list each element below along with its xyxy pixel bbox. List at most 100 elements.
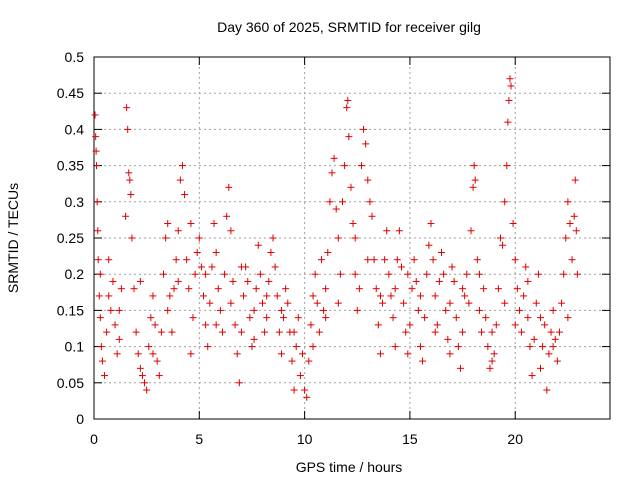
data-point	[269, 234, 277, 242]
data-point	[524, 277, 532, 285]
data-point	[433, 321, 441, 329]
data-point	[353, 306, 361, 314]
data-point	[454, 343, 462, 351]
data-point	[101, 372, 109, 380]
data-point	[532, 299, 540, 307]
data-point	[134, 350, 142, 358]
y-tick-label: 0.15	[57, 302, 84, 318]
data-point	[185, 285, 193, 293]
data-point	[96, 270, 104, 278]
data-point	[343, 104, 351, 112]
data-point	[549, 306, 557, 314]
data-point	[456, 364, 464, 372]
data-point	[490, 350, 498, 358]
data-point	[469, 183, 477, 191]
data-point	[277, 306, 285, 314]
data-point	[539, 343, 547, 351]
data-point	[128, 234, 136, 242]
data-point	[109, 277, 117, 285]
data-point	[506, 75, 514, 83]
data-point	[166, 292, 174, 300]
x-axis-label: GPS time / hours	[296, 459, 403, 475]
data-point	[162, 234, 170, 242]
data-point	[176, 176, 184, 184]
data-point	[522, 263, 530, 271]
data-point	[187, 220, 195, 228]
data-point	[364, 176, 372, 184]
data-point	[450, 277, 458, 285]
y-axis-label: SRMTID / TECUs	[5, 183, 21, 293]
y-tick-label: 0.05	[57, 375, 84, 391]
data-point	[534, 270, 542, 278]
data-point	[292, 343, 300, 351]
data-point	[149, 292, 157, 300]
data-point	[393, 256, 401, 264]
data-point	[303, 393, 311, 401]
y-tick-label: 0.45	[57, 85, 84, 101]
data-point	[225, 183, 233, 191]
data-point	[256, 270, 264, 278]
data-point	[351, 234, 359, 242]
data-point	[115, 335, 123, 343]
data-point	[91, 111, 99, 119]
data-point	[164, 220, 172, 228]
data-point	[294, 314, 302, 322]
data-point	[94, 256, 102, 264]
y-tick-label: 0.5	[65, 49, 85, 65]
data-point	[475, 306, 483, 314]
data-point	[463, 270, 471, 278]
data-point	[280, 314, 288, 322]
data-point	[452, 314, 460, 322]
data-point	[465, 299, 473, 307]
data-point	[475, 270, 483, 278]
data-point	[223, 212, 231, 220]
data-point	[566, 220, 574, 228]
data-point	[383, 227, 391, 235]
data-point	[296, 372, 304, 380]
y-tick-label: 0.3	[65, 194, 85, 210]
data-point	[486, 364, 494, 372]
data-point	[347, 183, 355, 191]
data-point	[231, 321, 239, 329]
data-point	[376, 292, 384, 300]
data-point	[391, 343, 399, 351]
data-point	[459, 328, 467, 336]
data-point	[258, 299, 266, 307]
data-point	[301, 386, 309, 394]
data-point	[277, 350, 285, 358]
data-point	[107, 306, 115, 314]
data-point	[459, 285, 467, 293]
data-point	[170, 285, 178, 293]
data-point	[235, 379, 243, 387]
data-point	[151, 321, 159, 329]
data-point	[431, 328, 439, 336]
data-point	[345, 133, 353, 141]
data-point	[252, 285, 260, 293]
data-point	[416, 292, 424, 300]
data-point	[208, 263, 216, 271]
data-point	[421, 314, 429, 322]
data-point	[536, 314, 544, 322]
data-point	[438, 248, 446, 256]
data-point	[317, 256, 325, 264]
data-point	[448, 263, 456, 271]
data-point	[136, 364, 144, 372]
data-point	[322, 285, 330, 293]
data-point	[206, 299, 214, 307]
data-point	[440, 270, 448, 278]
data-point	[397, 263, 405, 271]
data-point	[155, 372, 163, 380]
data-point	[250, 306, 258, 314]
data-point	[376, 350, 384, 358]
data-point	[113, 350, 121, 358]
data-point	[305, 357, 313, 365]
data-point	[504, 118, 512, 126]
data-point	[488, 328, 496, 336]
data-point	[496, 234, 504, 242]
data-point	[344, 96, 352, 104]
x-tick-label: 0	[90, 431, 98, 447]
data-point	[195, 234, 203, 242]
data-point	[126, 176, 134, 184]
data-point	[357, 162, 365, 170]
